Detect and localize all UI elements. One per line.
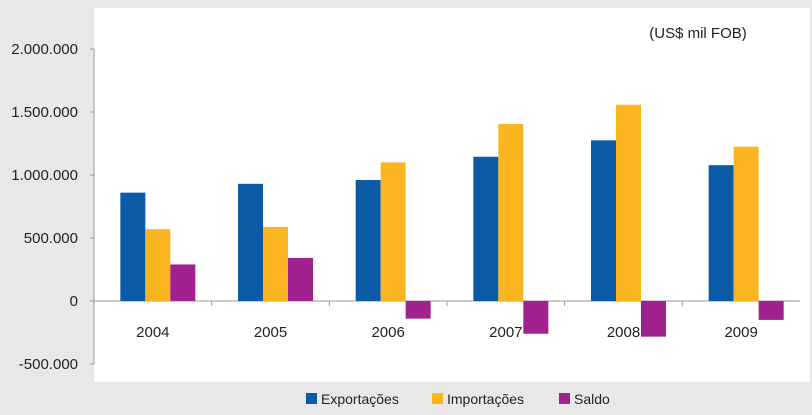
x-category-label: 2008 (607, 324, 640, 341)
plot-area (94, 8, 810, 382)
bar-saldo-2006 (405, 301, 431, 319)
bar-importa-es-2004 (145, 229, 171, 301)
x-category-label: 2005 (254, 324, 287, 341)
bar-saldo-2009 (758, 301, 784, 320)
legend-label-0: Exportações (321, 391, 399, 407)
axis-layer (93, 49, 800, 364)
bar-saldo-2004 (170, 264, 196, 301)
bar-saldo-2007 (523, 301, 549, 334)
bars-layer (120, 104, 784, 337)
y-tick-label: 1.000.000 (11, 167, 78, 184)
bar-saldo-2008 (641, 301, 666, 337)
x-category-labels: 2004 2005 2006 2007 2008 2009 (136, 324, 758, 341)
bar-exporta-es-2006 (355, 180, 381, 301)
legend-label-2: Saldo (574, 391, 610, 407)
legend-swatch-0 (306, 393, 317, 404)
bar-importa-es-2008 (616, 104, 641, 301)
y-tick-label: 1.500.000 (11, 104, 78, 121)
bar-exporta-es-2008 (591, 140, 616, 301)
x-category-label: 2004 (136, 324, 169, 341)
legend-swatch-1 (432, 393, 443, 404)
bar-saldo-2005 (288, 257, 313, 301)
y-tick-labels: 2.000.000 1.500.000 1.000.000 500.000 0 -500.… (11, 41, 94, 373)
unit-label: (US$ mil FOB) (649, 25, 747, 42)
legend: Exportações Importações Saldo (306, 391, 610, 407)
x-category-label: 2006 (371, 324, 404, 341)
bar-importa-es-2009 (733, 146, 759, 301)
legend-swatch-2 (559, 393, 570, 404)
bar-exporta-es-2009 (708, 165, 734, 301)
y-tick-label: -500.000 (19, 356, 78, 373)
bar-exporta-es-2007 (473, 156, 499, 301)
y-tick-label: 2.000.000 (11, 41, 78, 58)
bar-importa-es-2007 (498, 123, 524, 301)
y-tick-label: 0 (70, 293, 78, 310)
x-category-label: 2009 (724, 324, 757, 341)
legend-label-1: Importações (447, 391, 524, 407)
bar-exporta-es-2005 (238, 183, 263, 301)
bar-exporta-es-2004 (120, 192, 146, 301)
bar-importa-es-2006 (380, 162, 406, 301)
x-category-label: 2007 (489, 324, 522, 341)
y-tick-label: 500.000 (24, 230, 78, 247)
bar-importa-es-2005 (263, 226, 288, 301)
